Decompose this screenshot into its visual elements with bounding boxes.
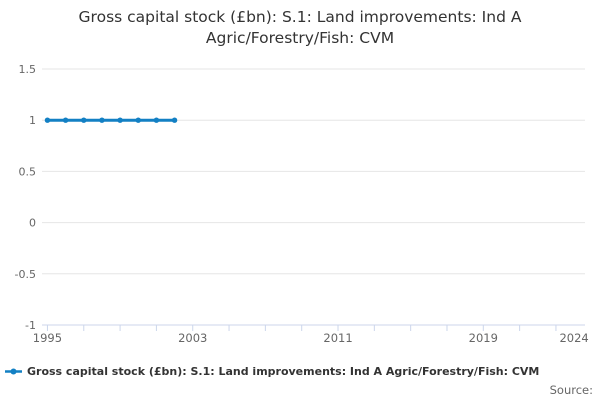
data-point-1999[interactable] xyxy=(117,117,123,123)
y-axis-tick-label: -0.5 xyxy=(15,268,36,281)
x-axis-tick-label: 1995 xyxy=(33,331,62,345)
data-point-1996[interactable] xyxy=(62,117,69,123)
data-point-2001[interactable] xyxy=(153,117,160,123)
x-axis-tick-label: 2011 xyxy=(323,331,352,345)
x-axis-tick-label: 2024 xyxy=(559,331,588,345)
x-axis-tick-label: 2003 xyxy=(178,331,207,345)
y-axis-tick-label: 0.5 xyxy=(19,165,37,178)
x-axis-tick-label: 2019 xyxy=(469,331,498,345)
legend-label: Gross capital stock (£bn): S.1: Land imp… xyxy=(27,365,540,378)
data-point-2000[interactable] xyxy=(135,117,141,123)
chart-title: Gross capital stock (£bn): S.1: Land imp… xyxy=(0,7,600,49)
legend-item[interactable]: Gross capital stock (£bn): S.1: Land imp… xyxy=(5,365,597,378)
source-label: Source: xyxy=(549,383,593,397)
data-point-2002[interactable] xyxy=(171,117,178,123)
y-axis-tick-label: -1 xyxy=(25,319,36,332)
chart-title-line1: Gross capital stock (£bn): S.1: Land imp… xyxy=(78,8,522,26)
data-point-1995[interactable] xyxy=(44,117,51,123)
chart-title-line2: Agric/Forestry/Fish: CVM xyxy=(205,29,395,47)
data-point-1998[interactable] xyxy=(99,117,105,123)
y-axis-tick-label: 1 xyxy=(29,114,36,127)
line-series-legend-icon xyxy=(5,368,22,375)
y-axis-tick-label: 1.5 xyxy=(19,63,37,76)
y-axis-tick-label: 0 xyxy=(29,217,36,230)
data-point-1997[interactable] xyxy=(81,117,87,123)
